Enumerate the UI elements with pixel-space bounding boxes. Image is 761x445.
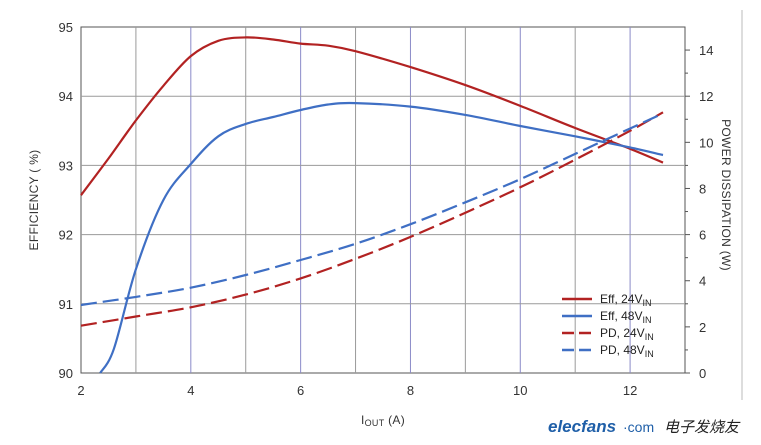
pd-24vin-line [80, 111, 664, 327]
x-axis-label-unit: (A) [385, 413, 406, 427]
x-tick-label: 12 [623, 383, 637, 398]
x-axis-label-main: I [361, 413, 365, 427]
grid-lines [81, 27, 685, 373]
legend-label: PD, 24VIN [600, 326, 654, 342]
x-tick-label: 4 [187, 383, 194, 398]
y-right-tick-label: 6 [699, 228, 706, 243]
legend-item-pd-48vin: PD, 48VIN [562, 343, 654, 359]
x-tick-label: 2 [77, 383, 84, 398]
x-axis-label: IOUT (A) [361, 413, 405, 428]
y-left-tick-label: 92 [59, 228, 73, 243]
right-axis-ticks: 0 2 4 6 8 10 12 14 [685, 43, 713, 381]
x-tick-label: 6 [297, 383, 304, 398]
legend-label: Eff, 48VIN [600, 309, 651, 325]
legend-label: PD, 48VIN [600, 343, 654, 359]
x-axis-label-sub: OUT [365, 418, 385, 428]
y-right-tick-label: 0 [699, 366, 706, 381]
y-right-tick-label: 14 [699, 43, 713, 58]
y-right-tick-label: 4 [699, 274, 706, 289]
left-axis-ticks: 90 91 92 93 94 95 [59, 20, 73, 381]
watermark-brand: elecfans [548, 417, 616, 436]
series-layer [80, 36, 664, 374]
y-left-tick-label: 91 [59, 297, 73, 312]
x-tick-label: 10 [513, 383, 527, 398]
watermark-dotcom: ·com [623, 419, 654, 435]
y-right-axis-label: POWER DISSIPATION (W) [719, 119, 733, 271]
legend-item-eff-24vin: Eff, 24VIN [562, 292, 651, 308]
x-tick-label: 8 [407, 383, 414, 398]
y-left-tick-label: 94 [59, 89, 73, 104]
y-left-tick-label: 95 [59, 20, 73, 35]
x-axis-ticks: 2 4 6 8 10 12 [77, 383, 637, 398]
watermark-cn: 电子发烧友 [664, 419, 741, 436]
y-right-tick-label: 12 [699, 89, 713, 104]
y-left-axis-label: EFFICIENCY ( %) [27, 150, 41, 251]
legend-item-pd-24vin: PD, 24VIN [562, 326, 654, 342]
watermark: elecfans ·com 电子发烧友 [548, 417, 741, 436]
y-left-tick-label: 90 [59, 366, 73, 381]
legend-item-eff-48vin: Eff, 48VIN [562, 309, 651, 325]
pd-48vin-line [80, 112, 664, 307]
plot-area [80, 26, 686, 374]
eff-48vin-line [99, 101, 664, 374]
y-right-tick-label: 8 [699, 181, 706, 196]
eff-24vin-line [80, 36, 664, 196]
legend-label: Eff, 24VIN [600, 292, 651, 308]
y-right-tick-label: 10 [699, 135, 713, 150]
y-left-tick-label: 93 [59, 158, 73, 173]
y-right-tick-label: 2 [699, 320, 706, 335]
